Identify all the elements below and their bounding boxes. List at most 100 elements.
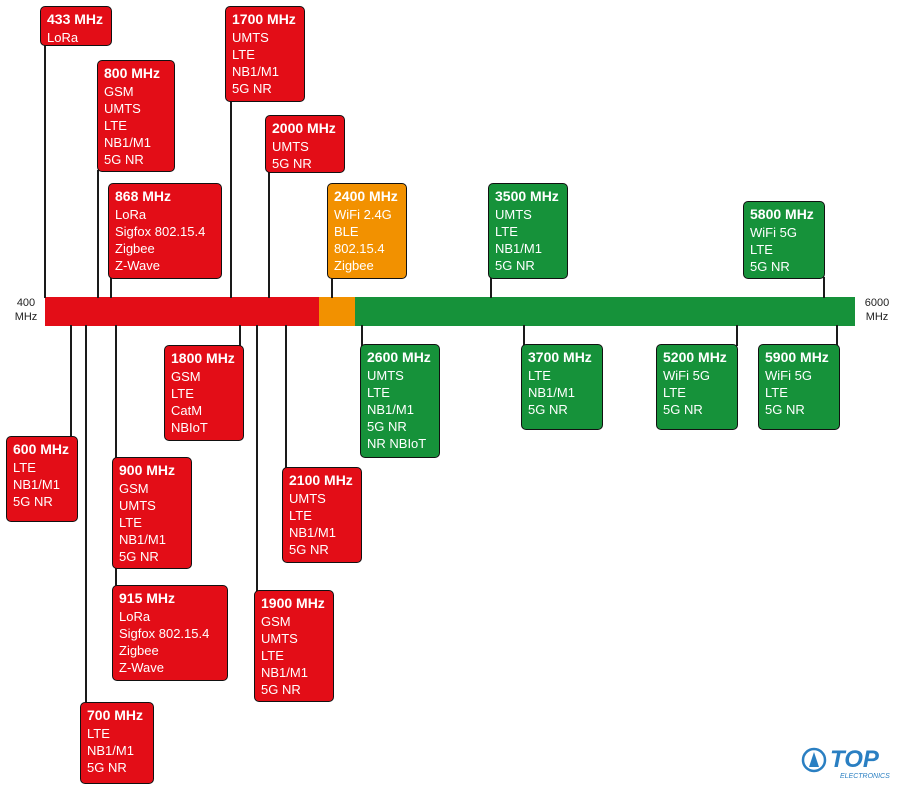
band-technology: 5G NR (232, 81, 272, 96)
band-technology: LTE (13, 460, 36, 475)
band-technology: 5G NR (119, 549, 159, 564)
band-technology: NB1/M1 (87, 743, 134, 758)
band-technology: NB1/M1 (104, 135, 151, 150)
band-technology: LTE (261, 648, 284, 663)
band-frequency: 700 MHz (87, 707, 144, 723)
band-technology: LoRa (115, 207, 147, 222)
band-box-2100-mhz: 2100 MHz UMTS LTE NB1/M1 5G NR (282, 467, 362, 563)
connector-line (490, 277, 492, 298)
band-box-5200-mhz: 5200 MHz WiFi 5G LTE 5G NR (656, 344, 738, 430)
connector-line (268, 171, 270, 298)
band-frequency: 868 MHz (115, 188, 172, 204)
band-technology: 802.15.4 (334, 241, 385, 256)
band-technology: NR NBIoT (367, 436, 427, 451)
band-technology: LTE (495, 224, 518, 239)
band-frequency: 5200 MHz (663, 349, 727, 365)
band-technology: UMTS (119, 498, 156, 513)
band-technology: LTE (289, 508, 312, 523)
connector-line (44, 44, 46, 298)
connector-line (736, 325, 738, 346)
band-technology: WiFi 5G (765, 368, 812, 383)
band-technology: 5G NR (750, 259, 790, 274)
band-technology: LTE (765, 385, 788, 400)
logo-ring-icon (801, 747, 827, 773)
band-technology: GSM (261, 614, 291, 629)
band-box-900-mhz: 900 MHz GSM UMTS LTE NB1/M1 5G NR (112, 457, 192, 569)
connector-line (836, 325, 838, 346)
svg-text:TOP: TOP (830, 746, 880, 773)
band-technology: UMTS (104, 101, 141, 116)
band-technology: NB1/M1 (528, 385, 575, 400)
band-segment-orange (319, 297, 355, 326)
band-technology: UMTS (232, 30, 269, 45)
band-frequency: 1800 MHz (171, 350, 235, 366)
band-technology: LTE (232, 47, 255, 62)
band-technology: 5G NR (87, 760, 127, 775)
band-technology: 5G NR (272, 156, 312, 171)
band-technology: 5G NR (528, 402, 568, 417)
band-box-2600-mhz: 2600 MHz UMTS LTE NB1/M1 5G NR NR NBIoT (360, 344, 440, 458)
band-technology: GSM (119, 481, 149, 496)
connector-line (256, 325, 258, 592)
connector-line (331, 277, 333, 298)
connector-line (361, 325, 363, 346)
band-technology: Z-Wave (115, 258, 161, 273)
band-technology: 5G NR (367, 419, 407, 434)
band-technology: NB1/M1 (119, 532, 166, 547)
band-technology: NB1/M1 (261, 665, 308, 680)
band-box-915-mhz: 915 MHz LoRa Sigfox 802.15.4 Zigbee Z-Wave (112, 585, 228, 681)
svg-text:ELECTRONICS: ELECTRONICS (840, 773, 890, 780)
band-technology: Zigbee (119, 643, 159, 658)
band-frequency: 2100 MHz (289, 472, 353, 488)
band-technology: UMTS (495, 207, 532, 222)
band-frequency: 915 MHz (119, 590, 176, 606)
band-technology: LoRa (47, 30, 79, 45)
connector-line (239, 325, 241, 347)
band-technology: Zigbee (334, 258, 374, 273)
band-technology: NB1/M1 (367, 402, 414, 417)
band-box-3500-mhz: 3500 MHz UMTS LTE NB1/M1 5G NR (488, 183, 568, 279)
band-frequency: 3700 MHz (528, 349, 592, 365)
band-technology: NB1/M1 (289, 525, 336, 540)
band-technology: LTE (104, 118, 127, 133)
band-technology: NBIoT (171, 420, 208, 435)
band-segment-cellular-red (45, 297, 319, 326)
band-technology: LTE (528, 368, 551, 383)
band-technology: LTE (171, 386, 194, 401)
band-frequency: 2600 MHz (367, 349, 431, 365)
band-technology: 5G NR (104, 152, 144, 167)
band-technology: LTE (87, 726, 110, 741)
band-box-1700-mhz: 1700 MHz UMTS LTE NB1/M1 5G NR (225, 6, 305, 102)
band-technology: UMTS (367, 368, 404, 383)
band-technology: NB1/M1 (232, 64, 279, 79)
connector-line (230, 100, 232, 298)
band-technology: Sigfox 802.15.4 (119, 626, 210, 641)
band-technology: 5G NR (289, 542, 329, 557)
band-frequency: 2000 MHz (272, 120, 336, 136)
connector-line (110, 277, 112, 298)
logo-antenna-icon (809, 752, 819, 767)
band-technology: Zigbee (115, 241, 155, 256)
band-technology: LTE (119, 515, 142, 530)
band-technology: UMTS (289, 491, 326, 506)
band-box-2000-mhz: 2000 MHz UMTS 5G NR (265, 115, 345, 173)
scale-end-value: 6000 (864, 297, 890, 309)
band-frequency: 900 MHz (119, 462, 176, 478)
band-technology: NB1/M1 (13, 477, 60, 492)
band-box-868-mhz: 868 MHz LoRa Sigfox 802.15.4 Zigbee Z-Wave (108, 183, 222, 279)
band-box-1900-mhz: 1900 MHz GSM UMTS LTE NB1/M1 5G NR (254, 590, 334, 702)
band-technology: LTE (663, 385, 686, 400)
scale-start-value: 400 (16, 297, 36, 309)
band-technology: 5G NR (765, 402, 805, 417)
connector-line (823, 277, 825, 298)
band-technology: GSM (171, 369, 201, 384)
band-technology: 5G NR (13, 494, 53, 509)
connector-line (85, 325, 87, 704)
band-technology: CatM (171, 403, 203, 418)
band-technology: UMTS (261, 631, 298, 646)
band-technology: 5G NR (663, 402, 703, 417)
band-segment-green (355, 297, 855, 326)
band-box-700-mhz: 700 MHz LTE NB1/M1 5G NR (80, 702, 154, 784)
band-frequency: 5800 MHz (750, 206, 814, 222)
band-frequency: 2400 MHz (334, 188, 398, 204)
